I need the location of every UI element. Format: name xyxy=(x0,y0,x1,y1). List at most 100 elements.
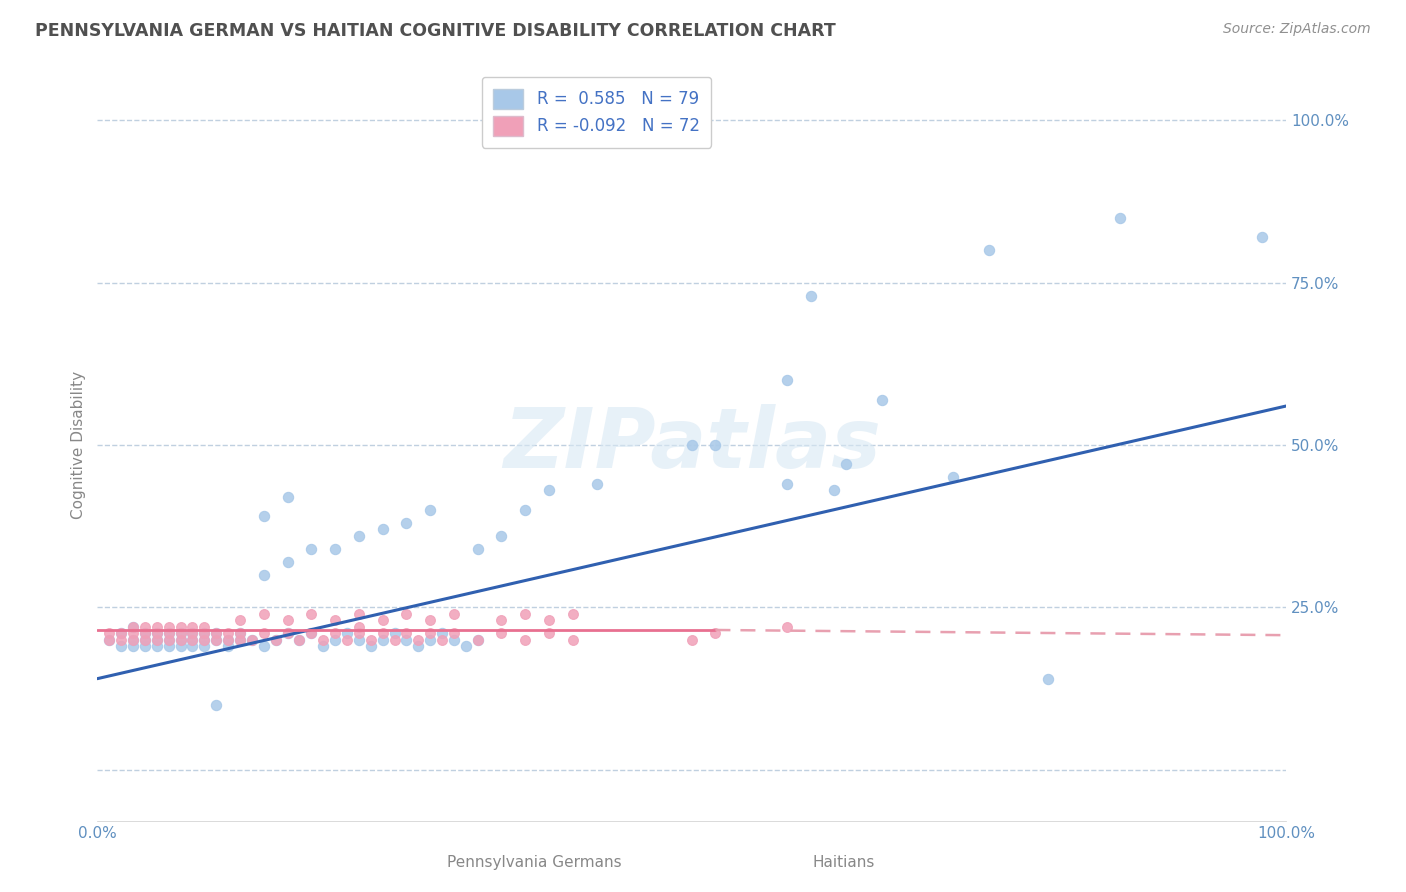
Pennsylvania Germans xyxy=(347,529,370,543)
Haitians xyxy=(157,626,180,640)
Pennsylvania Germans xyxy=(384,626,406,640)
Pennsylvania Germans xyxy=(360,639,382,653)
Pennsylvania Germans xyxy=(776,477,799,491)
Haitians xyxy=(430,632,453,647)
Legend: R =  0.585   N = 79, R = -0.092   N = 72: R = 0.585 N = 79, R = -0.092 N = 72 xyxy=(482,77,711,147)
Pennsylvania Germans xyxy=(395,516,418,530)
Pennsylvania Germans xyxy=(977,244,1000,258)
Pennsylvania Germans xyxy=(110,639,132,653)
Pennsylvania Germans xyxy=(823,483,845,498)
Haitians xyxy=(240,632,263,647)
Pennsylvania Germans xyxy=(1251,230,1274,244)
Pennsylvania Germans xyxy=(312,639,335,653)
Pennsylvania Germans xyxy=(253,567,276,582)
Haitians xyxy=(264,632,287,647)
Haitians xyxy=(193,620,215,634)
Pennsylvania Germans xyxy=(1038,672,1060,686)
Haitians xyxy=(323,613,346,627)
Haitians xyxy=(205,632,228,647)
Pennsylvania Germans xyxy=(264,632,287,647)
Pennsylvania Germans xyxy=(491,529,513,543)
Pennsylvania Germans xyxy=(98,632,121,647)
Pennsylvania Germans xyxy=(467,541,489,556)
Haitians xyxy=(443,626,465,640)
Haitians xyxy=(229,626,252,640)
Pennsylvania Germans xyxy=(134,626,156,640)
Pennsylvania Germans xyxy=(537,483,560,498)
Pennsylvania Germans xyxy=(122,632,145,647)
Y-axis label: Cognitive Disability: Cognitive Disability xyxy=(72,371,86,519)
Pennsylvania Germans xyxy=(181,639,204,653)
Haitians xyxy=(277,613,299,627)
Pennsylvania Germans xyxy=(585,477,607,491)
Haitians xyxy=(515,632,537,647)
Haitians xyxy=(146,620,169,634)
Haitians xyxy=(704,626,727,640)
Pennsylvania Germans xyxy=(277,490,299,504)
Haitians xyxy=(181,632,204,647)
Pennsylvania Germans xyxy=(277,626,299,640)
Pennsylvania Germans xyxy=(253,509,276,524)
Haitians xyxy=(169,632,191,647)
Pennsylvania Germans xyxy=(253,639,276,653)
Haitians xyxy=(419,626,441,640)
Pennsylvania Germans xyxy=(134,632,156,647)
Haitians xyxy=(217,626,239,640)
Haitians xyxy=(515,607,537,621)
Haitians xyxy=(98,626,121,640)
Haitians xyxy=(681,632,703,647)
Pennsylvania Germans xyxy=(134,639,156,653)
Haitians xyxy=(146,626,169,640)
Pennsylvania Germans xyxy=(181,632,204,647)
Haitians xyxy=(312,632,335,647)
Haitians xyxy=(110,632,132,647)
Haitians xyxy=(537,626,560,640)
Haitians xyxy=(384,632,406,647)
Haitians xyxy=(491,626,513,640)
Pennsylvania Germans xyxy=(323,632,346,647)
Pennsylvania Germans xyxy=(193,639,215,653)
Pennsylvania Germans xyxy=(146,639,169,653)
Pennsylvania Germans xyxy=(371,632,394,647)
Text: Source: ZipAtlas.com: Source: ZipAtlas.com xyxy=(1223,22,1371,37)
Pennsylvania Germans xyxy=(371,522,394,536)
Haitians xyxy=(157,632,180,647)
Haitians xyxy=(347,607,370,621)
Pennsylvania Germans xyxy=(146,632,169,647)
Pennsylvania Germans xyxy=(419,503,441,517)
Text: Haitians: Haitians xyxy=(813,855,875,870)
Pennsylvania Germans xyxy=(681,438,703,452)
Pennsylvania Germans xyxy=(122,620,145,634)
Haitians xyxy=(229,613,252,627)
Haitians xyxy=(277,626,299,640)
Haitians xyxy=(110,626,132,640)
Pennsylvania Germans xyxy=(205,626,228,640)
Pennsylvania Germans xyxy=(122,639,145,653)
Pennsylvania Germans xyxy=(336,626,359,640)
Haitians xyxy=(491,613,513,627)
Pennsylvania Germans xyxy=(146,626,169,640)
Haitians xyxy=(406,632,429,647)
Haitians xyxy=(443,607,465,621)
Pennsylvania Germans xyxy=(299,626,322,640)
Haitians xyxy=(134,626,156,640)
Pennsylvania Germans xyxy=(406,639,429,653)
Text: Pennsylvania Germans: Pennsylvania Germans xyxy=(447,855,621,870)
Haitians xyxy=(395,626,418,640)
Haitians xyxy=(253,626,276,640)
Haitians xyxy=(561,632,583,647)
Haitians xyxy=(157,620,180,634)
Haitians xyxy=(193,632,215,647)
Haitians xyxy=(181,620,204,634)
Pennsylvania Germans xyxy=(799,289,821,303)
Haitians xyxy=(181,626,204,640)
Haitians xyxy=(360,632,382,647)
Pennsylvania Germans xyxy=(443,632,465,647)
Haitians xyxy=(122,626,145,640)
Pennsylvania Germans xyxy=(347,632,370,647)
Pennsylvania Germans xyxy=(110,626,132,640)
Haitians xyxy=(134,632,156,647)
Haitians xyxy=(347,626,370,640)
Pennsylvania Germans xyxy=(299,541,322,556)
Pennsylvania Germans xyxy=(205,632,228,647)
